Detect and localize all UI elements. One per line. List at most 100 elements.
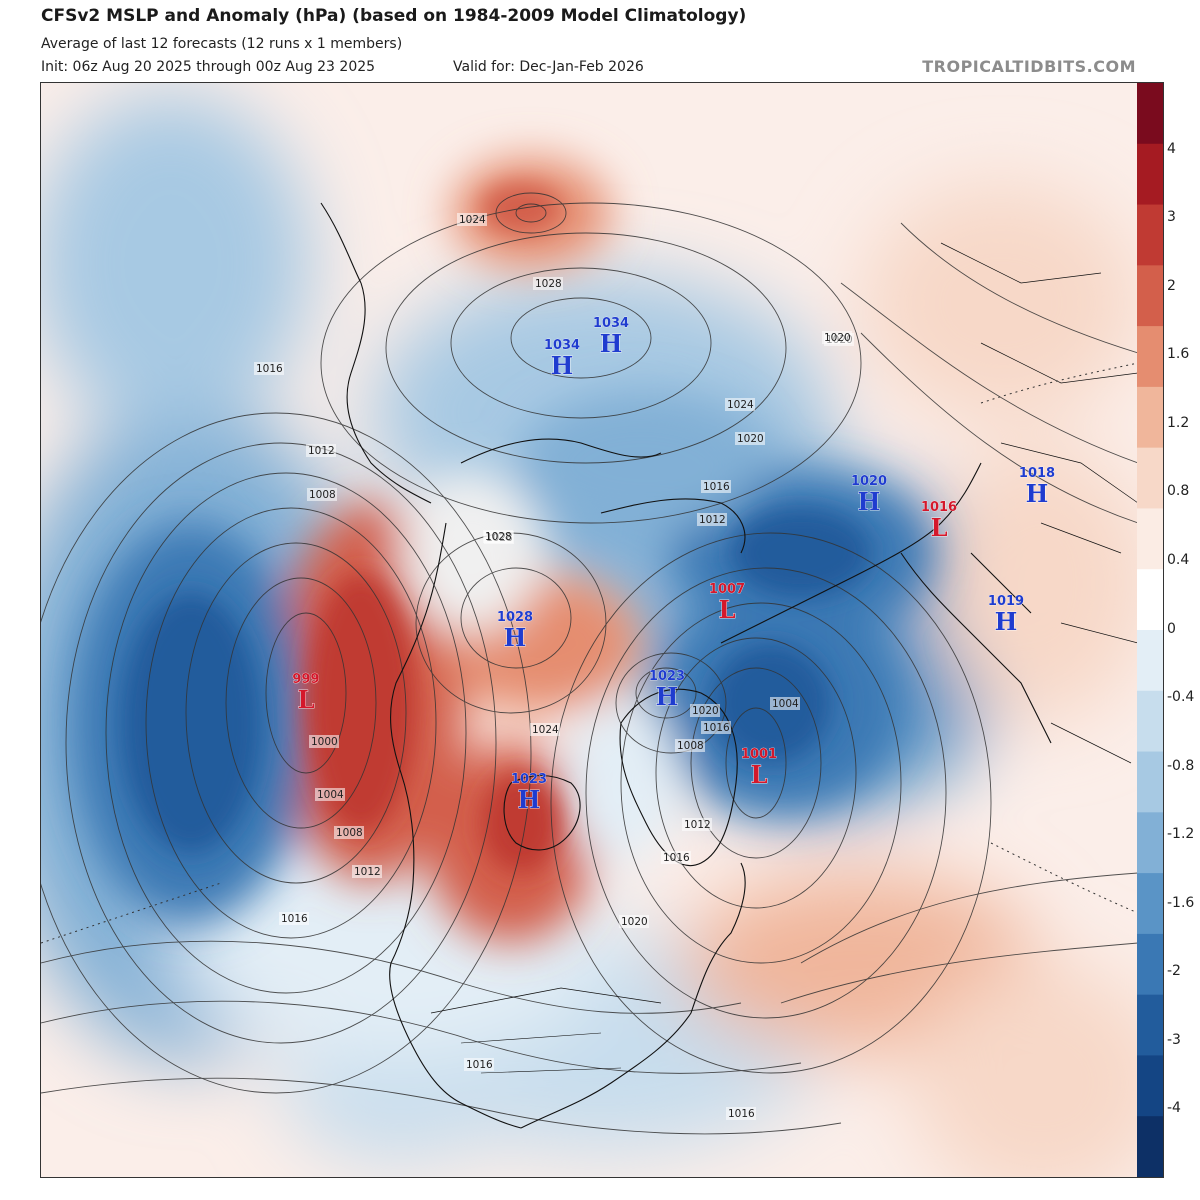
colorbar-tick-label: 3 (1167, 209, 1176, 225)
low-1016-value: 1016 (921, 500, 957, 515)
isobar-1004-atlantic: 1004 (772, 698, 799, 710)
isobar-1008-greenland-bg (675, 739, 705, 752)
isobar-1016-us-bg (464, 1058, 494, 1071)
high-1023-symbol: H (656, 682, 679, 711)
high-1020-symbol: H (858, 487, 881, 516)
isobar-1016-caribbean-bg (726, 1107, 756, 1120)
colorbar-swatch (1137, 933, 1163, 996)
reference-lines (41, 362, 1138, 944)
isobar-1012-labrador-bg (682, 818, 712, 831)
isobar-1024-siberia-bg (457, 213, 487, 226)
colorbar-swatch (1137, 873, 1163, 935)
isobar-1016-labrador-bg (661, 851, 691, 864)
isobar-1004-pacific: 1004 (317, 789, 344, 801)
isobar-1012-pacific-bg (306, 444, 336, 457)
map-panel: 1024 1028 1020 1016 1028 1024 1020 1020 1016 1012… (40, 82, 1139, 1178)
isobar-1024-hudson: 1024 (532, 724, 559, 736)
colorbar-swatch (1137, 630, 1163, 692)
colorbar-swatch (1137, 447, 1163, 509)
anomaly-field (41, 83, 1138, 1177)
isobar-1024-arctic: 1024 (727, 399, 754, 411)
colorbar-swatch (1137, 83, 1163, 145)
colorbar-swatch (1137, 1116, 1163, 1177)
isobar-1020-atlantic: 1020 (621, 916, 648, 928)
chart-subtitle: Average of last 12 forecasts (12 runs x … (41, 36, 403, 52)
high-1019-value: 1019 (988, 594, 1024, 609)
isobar-1020-europe-bg (735, 432, 765, 445)
low-1007-symbol: L (719, 595, 736, 624)
isobar-1016-labrador: 1016 (663, 852, 690, 864)
high-1028-value: 1028 (497, 610, 533, 625)
pressure-centers: 1034H1034H1020H1018H1016L1019H1007L1028H… (292, 316, 1055, 815)
colorbar-tick-label: 1.6 (1167, 346, 1190, 362)
isobar-1028-siberia-bg (533, 277, 563, 290)
high-1028-symbol: H (504, 623, 527, 652)
high-1018-value: 1018 (1019, 466, 1055, 481)
valid-time: Valid for: Dec-Jan-Feb 2026 (453, 59, 644, 75)
colorbar-swatch (1137, 508, 1163, 570)
isobar-1016-pacific-south-bg (279, 912, 309, 925)
colorbar-swatch (1137, 143, 1163, 206)
colorbar-tick-label: 0.8 (1167, 483, 1190, 499)
isobar-labels: 1024 1028 1020 1016 1028 1024 1020 1020 1016 1012… (254, 213, 854, 1120)
colorbar-tick-label: -4 (1167, 1100, 1181, 1116)
colorbar-swatch (1137, 326, 1163, 388)
isobar-1000-pacific: 1000 (311, 736, 338, 748)
isobar-1028-siberia: 1028 (535, 278, 562, 290)
high-1020-value: 1020 (851, 474, 887, 489)
isobar-1016-greenland: 1016 (703, 722, 730, 734)
isobar-1020-europe: 1020 (737, 433, 764, 445)
isobar-1008-pacific-south: 1008 (336, 827, 363, 839)
isobar-1028-canada: 1028 (485, 531, 512, 543)
low-1001-symbol: L (751, 760, 768, 789)
isobar-1004-atlantic-bg (770, 697, 800, 710)
isobar-1016-pacific-north-bg (254, 362, 284, 375)
isobar-1012-labrador: 1012 (684, 819, 711, 831)
high-1018-symbol: H (1026, 479, 1049, 508)
low-1007-value: 1007 (709, 582, 745, 597)
isobar-lines (41, 192, 1138, 1135)
high-1023-canada-symbol: H (518, 785, 541, 814)
isobar-1012-pacific-south-bg (352, 865, 382, 878)
colorbar-tick-label: -0.8 (1167, 758, 1195, 774)
low-999-symbol: L (298, 685, 315, 714)
colorbar-tick-label: -3 (1167, 1032, 1181, 1048)
brand-watermark: TROPICALTIDBITS.COM (922, 57, 1136, 76)
isobar-1016-us: 1016 (466, 1059, 493, 1071)
high-1023-value: 1023 (649, 669, 685, 684)
isobar-1012-pacific: 1012 (308, 445, 335, 457)
isobar-1016-europe: 1016 (703, 481, 730, 493)
colorbar-tick-label: 0 (1167, 621, 1176, 637)
isobar-1012-pacific-south: 1012 (354, 866, 381, 878)
colorbar-tick-label: 2 (1167, 278, 1176, 294)
low-999-value: 999 (292, 672, 319, 687)
high-1019-symbol: H (995, 607, 1018, 636)
isobar-1016-pacific-south: 1016 (281, 913, 308, 925)
isobar-1020-europe-east-bg (822, 331, 852, 344)
high-1034-east-symbol: H (600, 329, 623, 358)
colorbar-swatch (1137, 690, 1163, 753)
isobar-1004-pacific-bg (315, 788, 345, 801)
high-1034-west-symbol: H (551, 351, 574, 380)
isobar-1016-europe-bg (701, 480, 731, 493)
colorbar-swatch (1137, 569, 1163, 631)
isobar-1012-europe-bg (697, 513, 727, 526)
isobar-1008-pacific-bg (307, 488, 337, 501)
colorbar-swatch (1137, 1055, 1163, 1117)
isobar-1016-greenland-bg (701, 721, 731, 734)
high-1034-west-value: 1034 (544, 338, 580, 353)
colorbar-swatch (1137, 994, 1163, 1056)
isobar-1020-greenland-bg (690, 704, 720, 717)
isobar-1008-pacific-south-bg (334, 826, 364, 839)
isobar-1024-arctic-bg (725, 398, 755, 411)
isobar-1012-europe: 1012 (699, 514, 726, 526)
colorbar-tick-label: 0.4 (1167, 552, 1190, 568)
isobar-1000-pacific-bg (309, 735, 339, 748)
